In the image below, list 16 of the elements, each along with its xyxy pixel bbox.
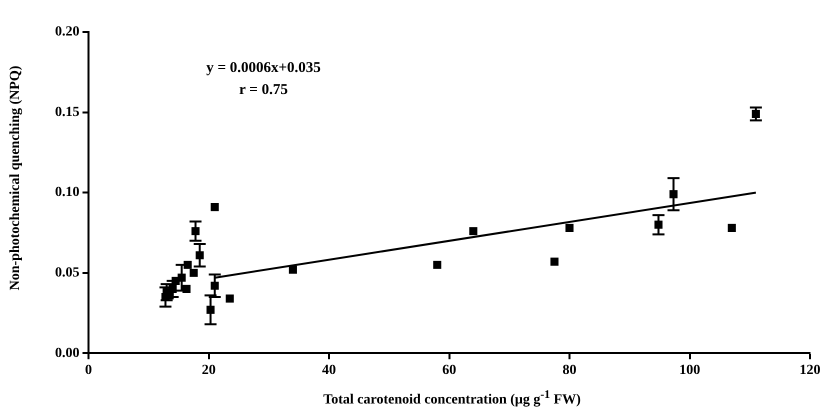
x-tick-label: 120 bbox=[800, 363, 820, 378]
x-tick-label: 40 bbox=[322, 363, 336, 378]
y-tick-label: 0.05 bbox=[55, 266, 80, 281]
y-axis-title: Non-photochemical quenching (NPQ) bbox=[8, 66, 24, 290]
x-tick-label: 60 bbox=[442, 363, 456, 378]
x-tick-label: 100 bbox=[679, 363, 700, 378]
y-tick-label: 0.00 bbox=[55, 346, 80, 361]
y-tick-label: 0.10 bbox=[55, 185, 80, 200]
x-axis-title: Total carotenoid concentration (μg g$^{-1}$ FW) bbox=[322, 388, 582, 409]
y-tick-label: 0.20 bbox=[55, 24, 80, 40]
y-tick-label: 0.15 bbox=[55, 104, 80, 120]
x-tick-label: 80 bbox=[562, 363, 576, 378]
annotation: r = 0.75 bbox=[239, 82, 288, 98]
x-tick-label: 20 bbox=[202, 363, 216, 378]
x-tick-label: 0 bbox=[85, 363, 92, 378]
annotation: y = 0.0006x+0.035 bbox=[206, 60, 321, 76]
